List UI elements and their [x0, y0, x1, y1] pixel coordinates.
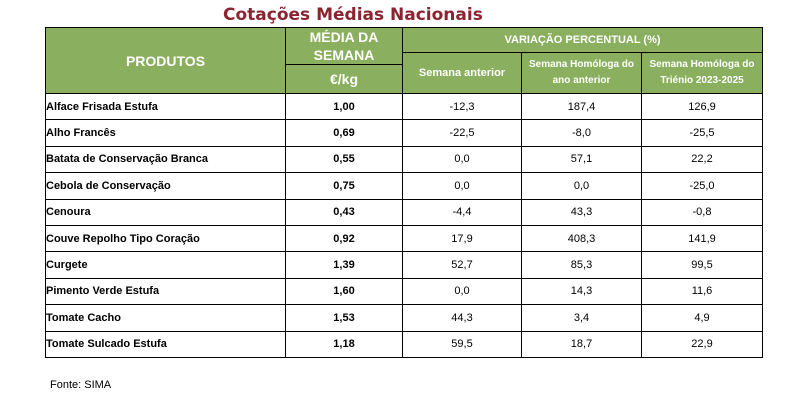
cell-semana-anterior: 17,9: [402, 224, 522, 253]
cell-homologa-trienio: 22,2: [640, 145, 764, 174]
cell-produto: Alface Frisada Estufa: [45, 92, 286, 121]
table-row: Alface Frisada Estufa 1,00 -12,3 187,4 1…: [45, 92, 764, 121]
header-unit: €/kg: [285, 64, 403, 94]
cell-semana-anterior: 0,0: [402, 145, 522, 174]
header-homologa-ano-anterior: Semana Homóloga do ano anterior: [521, 52, 642, 94]
header-variacao-percentual: VARIAÇÃO PERCENTUAL (%): [401, 27, 764, 53]
cell-homologa-trienio: -25,5: [640, 119, 764, 147]
cell-produto: Alho Francês: [45, 119, 286, 147]
cell-media: 0,75: [285, 172, 403, 200]
cell-homologa-ano: 43,3: [521, 198, 642, 226]
cell-semana-anterior: 44,3: [402, 304, 522, 332]
table-row: Batata de Conservação Branca 0,55 0,0 57…: [45, 145, 764, 174]
cell-semana-anterior: 59,5: [402, 330, 522, 358]
cell-produto: Tomate Sulcado Estufa: [45, 330, 286, 358]
cell-media: 0,55: [285, 145, 403, 174]
cell-homologa-trienio: 22,9: [640, 330, 764, 358]
header-media-semana: MÉDIA DA SEMANA: [285, 27, 403, 65]
table-row: Tomate Sulcado Estufa 1,18 59,5 18,7 22,…: [45, 330, 764, 358]
cell-media: 1,39: [285, 251, 403, 279]
cell-produto: Couve Repolho Tipo Coração: [45, 224, 286, 253]
cell-media: 1,53: [285, 304, 403, 332]
cell-media: 1,60: [285, 277, 403, 306]
table-body: Alface Frisada Estufa 1,00 -12,3 187,4 1…: [45, 92, 764, 358]
cell-homologa-ano: 408,3: [521, 224, 642, 253]
cell-homologa-ano: -8,0: [521, 119, 642, 147]
cell-produto: Pimento Verde Estufa: [45, 277, 286, 306]
cell-homologa-trienio: 99,5: [640, 251, 764, 279]
cell-semana-anterior: -12,3: [402, 92, 522, 121]
cell-produto: Tomate Cacho: [45, 304, 286, 332]
table-row: Couve Repolho Tipo Coração 0,92 17,9 408…: [45, 224, 764, 253]
cell-media: 1,18: [285, 330, 403, 358]
cell-homologa-ano: 3,4: [521, 304, 642, 332]
table-header: PRODUTOS MÉDIA DA SEMANA VARIAÇÃO PERCEN…: [45, 27, 764, 94]
cell-homologa-ano: 14,3: [521, 277, 642, 306]
header-produtos: PRODUTOS: [45, 27, 286, 94]
cell-homologa-trienio: -25,0: [640, 172, 764, 200]
table-row: Cenoura 0,43 -4,4 43,3 -0,8: [45, 198, 764, 226]
cell-produto: Cenoura: [45, 198, 286, 226]
cell-homologa-trienio: -0,8: [640, 198, 764, 226]
cell-media: 0,43: [285, 198, 403, 226]
table-row: Cebola de Conservação 0,75 0,0 0,0 -25,0: [45, 172, 764, 200]
cell-homologa-trienio: 126,9: [640, 92, 764, 121]
cell-homologa-trienio: 11,6: [640, 277, 764, 306]
cell-homologa-ano: 187,4: [521, 92, 642, 121]
cell-homologa-ano: 18,7: [521, 330, 642, 358]
cell-semana-anterior: -22,5: [402, 119, 522, 147]
table-row: Tomate Cacho 1,53 44,3 3,4 4,9: [45, 304, 764, 332]
table-row: Pimento Verde Estufa 1,60 0,0 14,3 11,6: [45, 277, 764, 306]
cell-homologa-ano: 0,0: [521, 172, 642, 200]
cell-homologa-ano: 85,3: [521, 251, 642, 279]
cell-semana-anterior: 0,0: [402, 277, 522, 306]
page-title: Cotações Médias Nacionais: [223, 5, 483, 25]
price-table: PRODUTOS MÉDIA DA SEMANA VARIAÇÃO PERCEN…: [45, 27, 764, 358]
header-semana-anterior: Semana anterior: [402, 52, 522, 94]
cell-semana-anterior: 52,7: [402, 251, 522, 279]
cell-produto: Batata de Conservação Branca: [45, 145, 286, 174]
table-row: Alho Francês 0,69 -22,5 -8,0 -25,5: [45, 119, 764, 147]
cell-media: 1,00: [285, 92, 403, 121]
cell-produto: Cebola de Conservação: [45, 172, 286, 200]
cell-homologa-trienio: 4,9: [640, 304, 764, 332]
cell-semana-anterior: 0,0: [402, 172, 522, 200]
cell-media: 0,69: [285, 119, 403, 147]
cell-homologa-trienio: 141,9: [640, 224, 764, 253]
cell-homologa-ano: 57,1: [521, 145, 642, 174]
table-row: Curgete 1,39 52,7 85,3 99,5: [45, 251, 764, 279]
header-homologa-trienio: Semana Homóloga do Triénio 2023-2025: [640, 52, 764, 94]
source-note: Fonte: SIMA: [50, 379, 112, 391]
cell-semana-anterior: -4,4: [402, 198, 522, 226]
cell-produto: Curgete: [45, 251, 286, 279]
cell-media: 0,92: [285, 224, 403, 253]
